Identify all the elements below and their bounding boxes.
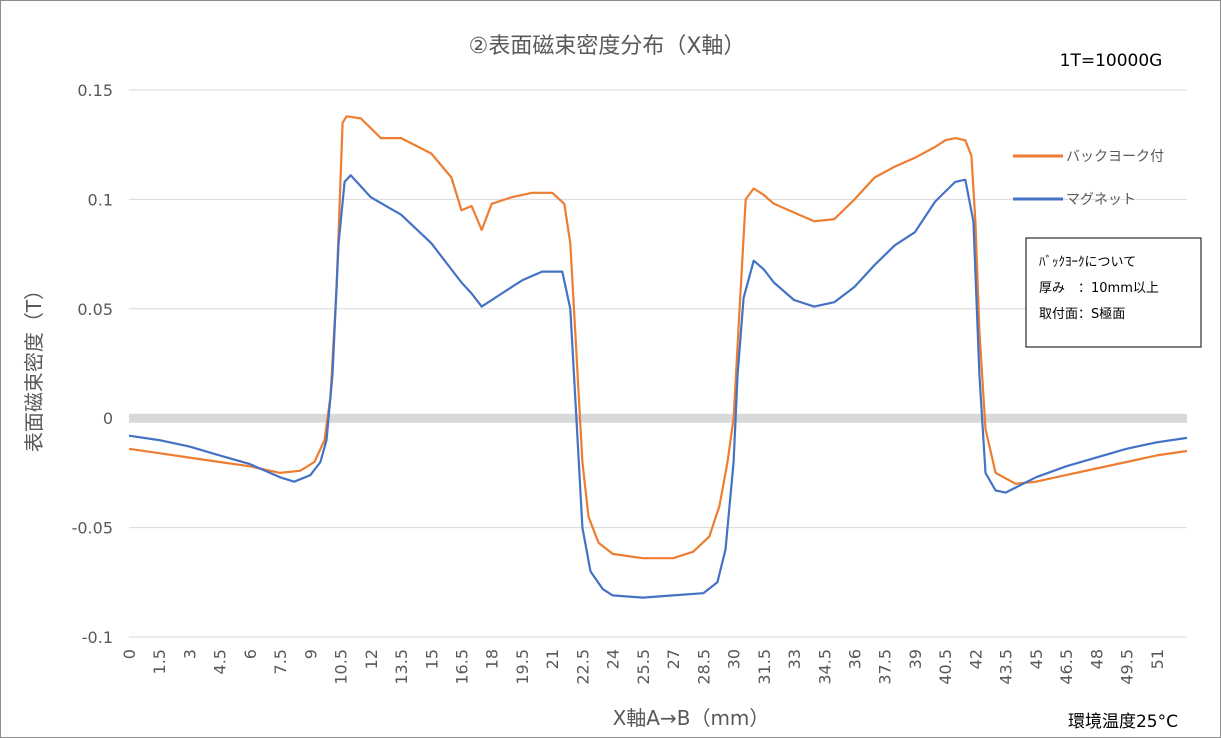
- x-axis-ticks: 0 1.5 3 4.5 6 7.5 9 10.5 12 13.5 15 16.5 18 19.5 21 22.…: [120, 649, 1167, 685]
- legend-label-backyoke: バックヨーク付: [1066, 149, 1164, 165]
- x-tick-label: 3: [180, 649, 199, 659]
- info-line-2: 厚み ：10mm以上: [1039, 281, 1159, 296]
- x-tick-label: 37.5: [876, 649, 895, 685]
- series-group: [128, 115, 1188, 599]
- info-line-1: ﾊﾞｯｸﾖｰｸについて: [1039, 255, 1136, 270]
- x-tick-label: 21: [543, 649, 562, 669]
- x-tick-label: 48: [1087, 649, 1106, 669]
- x-tick-label: 36: [845, 649, 864, 669]
- x-tick-label: 27: [664, 649, 683, 669]
- x-tick-label: 28.5: [694, 649, 713, 685]
- x-tick-label: 33: [785, 649, 804, 669]
- x-tick-label: 22.5: [573, 649, 592, 685]
- y-tick-label: -0.05: [72, 519, 113, 538]
- info-line-3: 取付面：S極面: [1039, 306, 1125, 322]
- grid: [129, 89, 1187, 638]
- legend-label-magnet: マグネット: [1066, 192, 1136, 208]
- y-tick-label: -0.1: [82, 628, 113, 647]
- series-line-backyoke: [128, 115, 1188, 560]
- x-tick-label: 4.5: [211, 649, 230, 674]
- x-tick-label: 19.5: [513, 649, 532, 685]
- x-tick-label: 18: [483, 649, 502, 669]
- x-tick-label: 31.5: [755, 649, 774, 685]
- x-tick-label: 9: [301, 649, 320, 659]
- x-tick-label: 51: [1148, 649, 1167, 669]
- x-tick-label: 42: [966, 649, 985, 669]
- x-tick-label: 39: [906, 649, 925, 669]
- x-tick-label: 24: [604, 649, 623, 669]
- unit-note: 1T=10000G: [1060, 51, 1163, 71]
- x-tick-label: 6: [241, 649, 260, 659]
- legend: バックヨーク付 マグネット: [1013, 149, 1164, 208]
- x-tick-label: 16.5: [453, 649, 472, 685]
- x-tick-label: 13.5: [392, 649, 411, 685]
- x-tick-label: 40.5: [936, 649, 955, 685]
- series-line-magnet: [128, 174, 1188, 599]
- x-tick-label: 45: [1027, 649, 1046, 669]
- footnote: 環境温度25°C: [1068, 712, 1178, 732]
- x-axis-label: X軸A→B（mm）: [613, 706, 770, 730]
- y-axis-ticks: 0.15 0.1 0.05 0 -0.05 -0.1: [72, 81, 113, 647]
- x-tick-label: 30: [725, 649, 744, 669]
- x-tick-label: 46.5: [1057, 649, 1076, 685]
- x-tick-label: 7.5: [271, 649, 290, 674]
- y-axis-label: 表面磁束密度（T）: [22, 280, 46, 452]
- y-tick-label: 0.05: [77, 300, 113, 319]
- x-tick-label: 34.5: [815, 649, 834, 685]
- x-tick-label: 1.5: [150, 649, 169, 674]
- x-tick-label: 49.5: [1118, 649, 1137, 685]
- info-box: ﾊﾞｯｸﾖｰｸについて 厚み ：10mm以上 取付面：S極面: [1025, 237, 1202, 348]
- x-tick-label: 15: [422, 649, 441, 669]
- x-tick-label: 10.5: [332, 649, 351, 685]
- x-tick-label: 12: [362, 649, 381, 669]
- x-tick-label: 25.5: [634, 649, 653, 685]
- x-tick-label: 0: [120, 649, 139, 659]
- chart-title: ②表面磁束密度分布（X軸）: [469, 34, 746, 59]
- y-tick-label: 0: [103, 409, 113, 428]
- y-tick-label: 0.15: [77, 81, 113, 100]
- info-box-border: [1025, 237, 1202, 348]
- y-tick-label: 0.1: [88, 190, 113, 209]
- x-tick-label: 43.5: [997, 649, 1016, 685]
